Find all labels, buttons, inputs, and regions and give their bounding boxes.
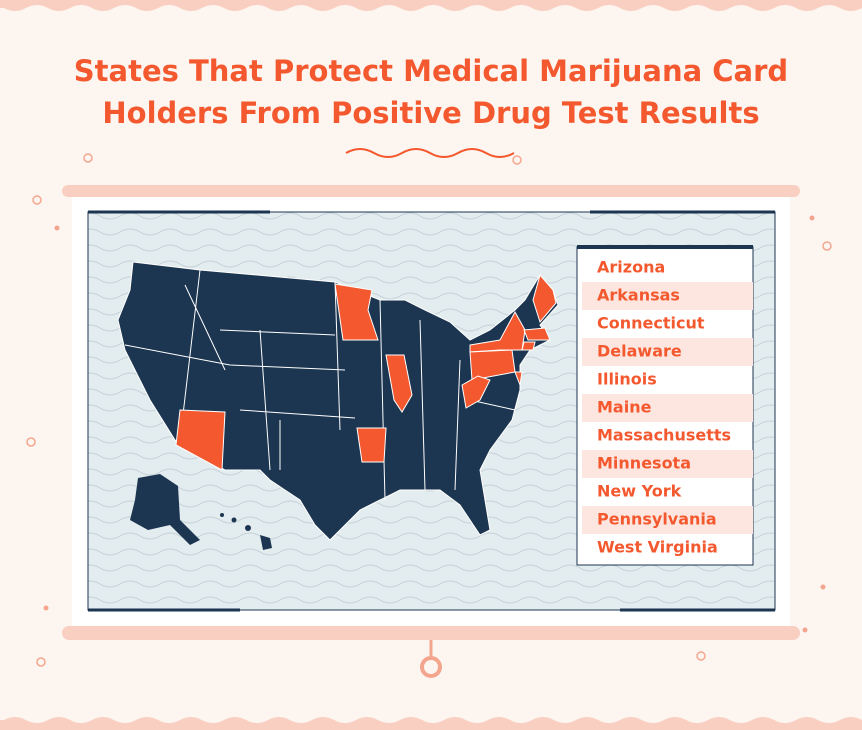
legend-item: New York [597,482,682,501]
decor-dots-filled [43,215,826,633]
legend-item: Connecticut [597,314,705,333]
legend-item: Maine [597,398,652,417]
legend-row-bg [582,506,753,534]
legend-item: Massachusetts [597,426,731,445]
screen-roller-bottom [62,626,800,640]
legend-row-bg [582,394,753,422]
screen-pull [420,656,442,678]
highlighted-states [175,273,557,471]
legend-item: Pennsylvania [597,510,717,529]
us-map [117,261,559,541]
alaska [130,474,200,545]
decor-dots [26,153,832,667]
hawaii [220,513,272,550]
title-squiggle [345,148,515,158]
legend-item: Illinois [597,370,657,389]
legend-item: Delaware [597,342,682,361]
legend-item: Arizona [597,258,665,277]
state-borders [124,269,516,501]
screen-roller-top [62,185,800,197]
legend-row-bg [582,338,753,366]
legend-row-bg [582,450,753,478]
title: States That Protect Medical Marijuana Ca… [73,54,789,130]
legend-item: Minnesota [597,454,691,473]
legend-item: Arkansas [597,286,680,305]
legend-row-bg [582,282,753,310]
panel-border-thin [87,211,776,611]
legend: Arizona Arkansas Connecticut Delaware Illino… [582,258,753,557]
bottom-wave [0,717,862,730]
top-wave [0,0,862,11]
legend-item: West Virginia [597,538,718,557]
